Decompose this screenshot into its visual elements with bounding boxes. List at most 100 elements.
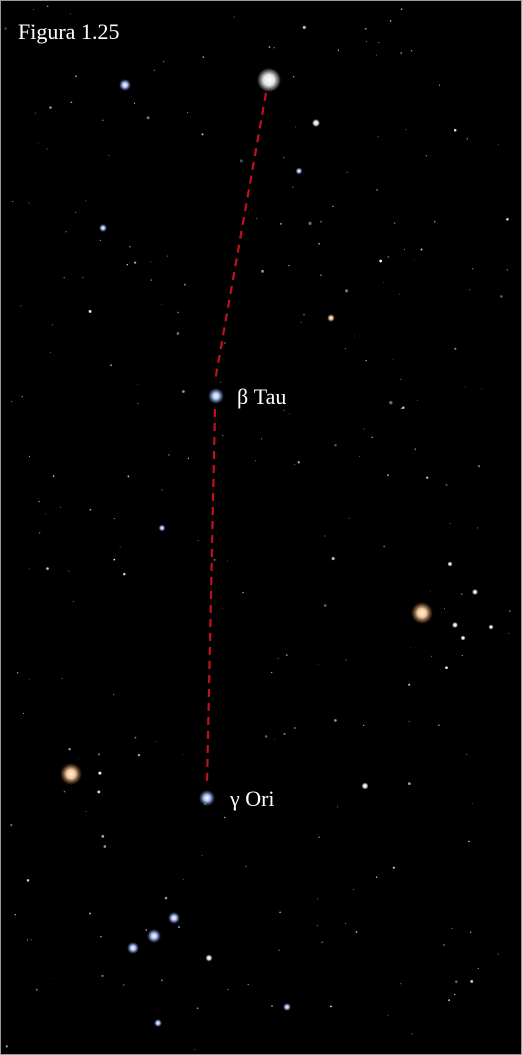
faint-star (113, 694, 115, 696)
faint-star (82, 276, 84, 279)
faint-star (103, 845, 107, 848)
faint-star (303, 314, 305, 316)
star (472, 589, 478, 595)
star (488, 624, 494, 630)
faint-star (85, 200, 87, 202)
faint-star (394, 222, 396, 224)
faint-star (407, 782, 411, 786)
faint-star (68, 748, 71, 751)
faint-star (261, 269, 264, 273)
star (327, 314, 335, 322)
faint-star (12, 201, 14, 203)
faint-star (10, 401, 12, 403)
faint-star (355, 931, 358, 933)
faint-star (379, 259, 383, 263)
faint-star (481, 388, 483, 390)
faint-star (448, 999, 451, 1002)
faint-star (363, 428, 365, 430)
faint-star (224, 816, 226, 819)
star (158, 524, 166, 532)
faint-star (177, 311, 179, 314)
faint-star (420, 248, 423, 251)
faint-star (387, 474, 389, 476)
faint-star (451, 927, 453, 930)
faint-star (196, 1007, 199, 1010)
faint-star (89, 912, 92, 915)
faint-star (454, 347, 457, 350)
beta-tau-label: β Tau (237, 384, 287, 409)
faint-star (242, 591, 244, 594)
faint-star (52, 324, 54, 326)
faint-star (345, 923, 346, 925)
faint-star (145, 929, 148, 931)
faint-star (29, 568, 30, 570)
faint-star (283, 409, 285, 411)
faint-star (321, 941, 323, 943)
faint-star (37, 142, 39, 144)
faint-star (344, 348, 347, 350)
faint-star (320, 221, 322, 223)
faint-star (500, 295, 503, 298)
faint-star (411, 1033, 413, 1035)
faint-star (29, 678, 31, 680)
faint-star (137, 403, 139, 405)
faint-star (161, 979, 163, 982)
faint-star (49, 106, 52, 109)
faint-star (256, 217, 258, 220)
faint-star (294, 463, 296, 465)
faint-star (155, 740, 157, 742)
faint-star (445, 483, 448, 486)
faint-star (332, 205, 334, 208)
faint-star (150, 261, 152, 263)
guide-line-upper (213, 92, 268, 382)
faint-star (477, 464, 481, 468)
faint-star (277, 658, 279, 660)
faint-star (410, 647, 412, 649)
faint-star (97, 790, 101, 794)
betelgeuse-star (60, 763, 82, 785)
faint-star (283, 157, 285, 159)
faint-star (280, 223, 282, 225)
faint-star (399, 293, 401, 295)
beta-tau-star (208, 388, 224, 404)
faint-star (389, 20, 392, 22)
faint-star (346, 171, 348, 174)
faint-star (88, 309, 92, 313)
faint-star (168, 454, 170, 456)
faint-star (227, 989, 229, 991)
faint-star (5, 1045, 8, 1048)
faint-star (222, 435, 224, 437)
faint-star (468, 289, 471, 291)
star (283, 1003, 291, 1011)
belt-star-3 (127, 942, 139, 954)
faint-star (400, 407, 403, 410)
faint-star (182, 878, 184, 880)
faint-star (285, 654, 288, 657)
faint-star (52, 475, 55, 477)
faint-star (404, 249, 406, 250)
faint-star (109, 364, 113, 367)
faint-star (222, 607, 224, 609)
faint-star (127, 475, 130, 478)
faint-star (30, 939, 32, 941)
faint-star (65, 231, 67, 233)
faint-star (414, 258, 416, 260)
faint-star (78, 757, 80, 759)
faint-star (371, 436, 373, 438)
faint-star (38, 500, 40, 503)
gamma-ori-label: γ Ori (230, 786, 275, 811)
faint-star (75, 75, 77, 78)
faint-star (358, 455, 361, 457)
faint-star (434, 221, 436, 223)
faint-star (387, 1015, 389, 1017)
faint-star (400, 8, 403, 10)
faint-star (52, 978, 54, 979)
faint-star (22, 712, 25, 715)
faint-star (443, 944, 445, 946)
faint-star (392, 866, 395, 869)
faint-star (68, 570, 70, 572)
faint-star (99, 239, 102, 242)
star (99, 224, 107, 232)
faint-star (34, 112, 37, 114)
